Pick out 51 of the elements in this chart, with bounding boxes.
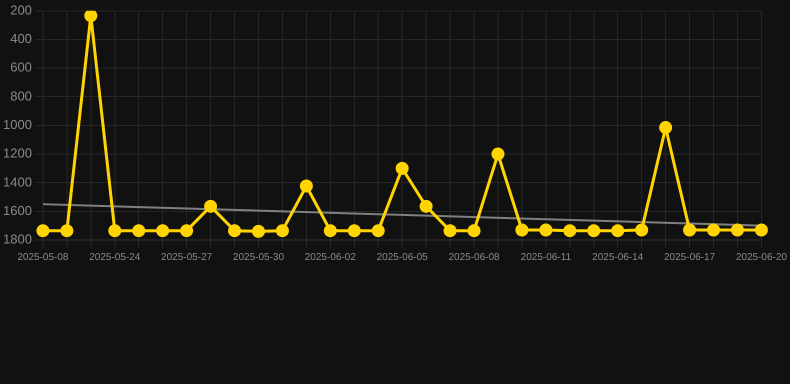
y-tick-label: 200	[10, 2, 32, 18]
y-tick-label: 600	[10, 60, 32, 75]
point	[348, 224, 361, 238]
point	[420, 200, 433, 213]
y-tick-label: 1400	[3, 174, 32, 190]
point	[252, 224, 265, 238]
point	[372, 224, 385, 238]
point	[36, 224, 50, 238]
x-tick-label: 2025-05-27	[161, 252, 213, 263]
point	[515, 223, 528, 236]
point	[563, 224, 576, 238]
x-tick-label: 2025-05-08	[17, 252, 69, 263]
x-tick-label: 2025-06-11	[520, 252, 572, 263]
point	[730, 223, 744, 236]
x-tick-label: 2025-06-20	[736, 252, 788, 263]
x-tick-label: 2025-06-17	[664, 252, 716, 263]
point	[156, 224, 170, 238]
point	[491, 148, 504, 161]
point	[754, 223, 768, 236]
x-tick-label: 2025-06-05	[376, 252, 428, 263]
point	[683, 223, 696, 236]
point	[60, 224, 74, 238]
point	[180, 224, 194, 238]
point	[611, 224, 624, 238]
point	[300, 179, 313, 192]
point	[132, 224, 146, 238]
point	[635, 223, 648, 236]
y-tick-label: 1000	[3, 116, 32, 132]
x-tick-label: 2025-05-30	[232, 252, 284, 263]
x-tick-label: 2025-06-08	[448, 252, 500, 263]
y-tick-label: 1800	[3, 232, 32, 247]
point	[396, 162, 409, 175]
point	[539, 223, 552, 236]
point	[324, 224, 337, 238]
x-tick-label: 2025-06-02	[304, 252, 356, 263]
point	[84, 10, 98, 22]
point	[276, 224, 289, 238]
y-tick-label: 800	[10, 88, 32, 104]
point	[468, 224, 481, 238]
point	[707, 223, 720, 236]
y-tick-label: 400	[10, 31, 32, 46]
x-tick-label: 2025-06-14	[592, 252, 644, 263]
point	[204, 200, 218, 213]
point	[108, 224, 122, 238]
point	[659, 121, 672, 134]
x-tick-label: 2025-05-24	[89, 252, 141, 263]
point	[587, 224, 600, 238]
point	[444, 224, 457, 238]
y-tick-label: 1600	[3, 202, 32, 218]
point	[228, 224, 242, 238]
y-tick-label: 1200	[3, 146, 32, 161]
